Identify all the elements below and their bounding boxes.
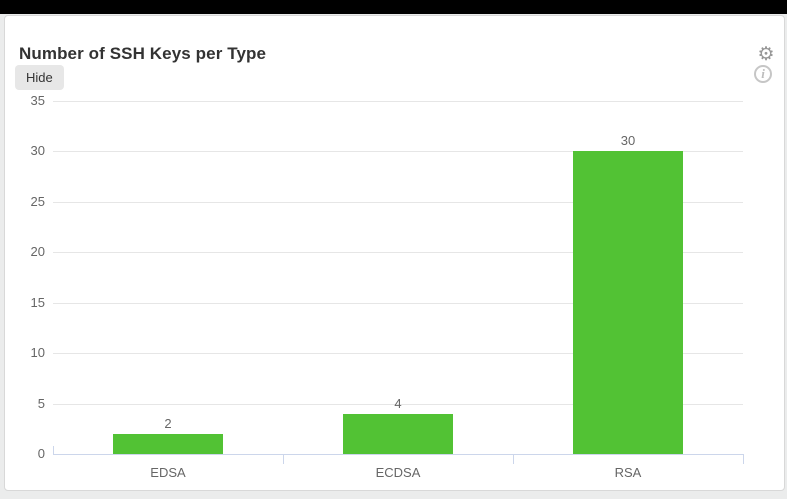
y-axis-tick-label: 25 (30, 193, 45, 209)
chart-widget-card: Number of SSH Keys per Type ⚙ Hide i 0 5 1… (4, 15, 785, 491)
y-gridline (53, 252, 743, 254)
y-axis-tick-label: 30 (30, 143, 45, 159)
bar-value-label: 2 (164, 415, 172, 431)
y-axis-tick-label: 20 (30, 244, 45, 260)
x-axis-category-label: EDSA (150, 465, 186, 480)
x-axis-category-label: ECDSA (375, 465, 421, 480)
y-axis-tick-label: 0 (37, 446, 45, 461)
x-axis-category-label: RSA (614, 465, 642, 480)
bar-rsa[interactable] (573, 151, 683, 454)
x-axis-tick (283, 455, 284, 464)
axis-left-tick (53, 446, 54, 454)
bar-value-label: 4 (394, 395, 402, 411)
y-gridline (53, 201, 743, 203)
y-gridline (53, 403, 743, 405)
hide-button[interactable]: Hide (15, 65, 64, 90)
top-black-bar (0, 0, 787, 14)
bar-value-label: 30 (620, 133, 636, 149)
y-axis-tick-label: 35 (30, 93, 45, 108)
y-gridline (53, 101, 743, 102)
bar-ecdsa[interactable] (343, 413, 453, 454)
y-axis-tick-label: 15 (30, 294, 45, 310)
y-axis-tick-label: 5 (37, 395, 45, 411)
bar-chart: 0 5 10 15 20 25 30 35 2 EDSA 4 ECDSA 30 RSA (5, 16, 786, 492)
y-gridline (53, 353, 743, 355)
bar-edsa[interactable] (113, 433, 223, 454)
y-gridline (53, 151, 743, 153)
info-circle-icon[interactable]: i (754, 65, 772, 83)
x-axis-tick (743, 455, 744, 464)
y-axis-tick-label: 10 (30, 345, 45, 361)
widget-title: Number of SSH Keys per Type (19, 44, 267, 63)
gear-icon[interactable]: ⚙ (757, 44, 775, 65)
x-axis-tick (513, 455, 514, 464)
y-gridline (53, 302, 743, 304)
x-axis-line (53, 454, 744, 455)
